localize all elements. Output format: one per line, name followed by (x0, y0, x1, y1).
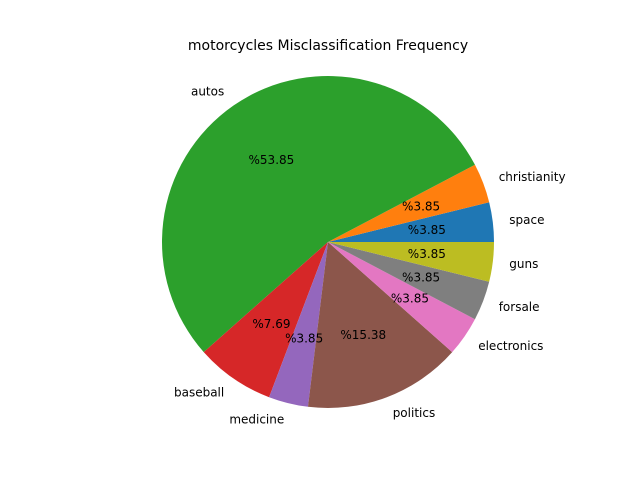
slice-label-medicine: medicine (229, 412, 284, 426)
slice-labels: space christianity autos baseball medicine po… (174, 85, 566, 427)
slice-percentage-autos: %53.85 (249, 153, 295, 167)
pie-slice-baseball (203, 242, 328, 398)
slice-label-forsale: forsale (499, 300, 540, 314)
slice-percentage-medicine: %3.85 (285, 332, 323, 346)
pie-slice-politics (307, 242, 453, 408)
slice-percentage-baseball: %7.69 (252, 317, 290, 331)
pie-slice-space (328, 202, 495, 242)
slice-percentage-christianity: %3.85 (402, 200, 440, 214)
slice-label-guns: guns (509, 257, 538, 271)
pie-slice-medicine (269, 242, 328, 407)
pie-slices (161, 75, 495, 408)
slice-label-autos: autos (191, 85, 224, 99)
slice-label-space: space (509, 213, 544, 227)
pie-slice-forsale (328, 242, 490, 320)
slice-label-electronics: electronics (478, 339, 543, 353)
pie-slice-guns (328, 242, 494, 282)
slice-label-christianity: christianity (499, 170, 566, 184)
percentage-labels: %3.85%3.85%53.85%7.69%3.85 %15.38%3.85%3.… (249, 153, 446, 346)
slice-percentage-forsale: %3.85 (402, 270, 440, 284)
pie-slice-christianity (328, 164, 490, 242)
slice-percentage-space: %3.85 (408, 223, 446, 237)
slice-label-baseball: baseball (174, 385, 224, 399)
slice-percentage-guns: %3.85 (408, 247, 446, 261)
chart-title: motorcycles Misclassification Frequency (188, 38, 468, 54)
slice-label-politics: politics (393, 406, 436, 420)
slice-percentage-politics: %15.38 (340, 328, 386, 342)
slice-percentage-electronics: %3.85 (391, 292, 429, 306)
pie-slice-electronics (328, 242, 475, 353)
pie-slice-autos (161, 75, 475, 353)
